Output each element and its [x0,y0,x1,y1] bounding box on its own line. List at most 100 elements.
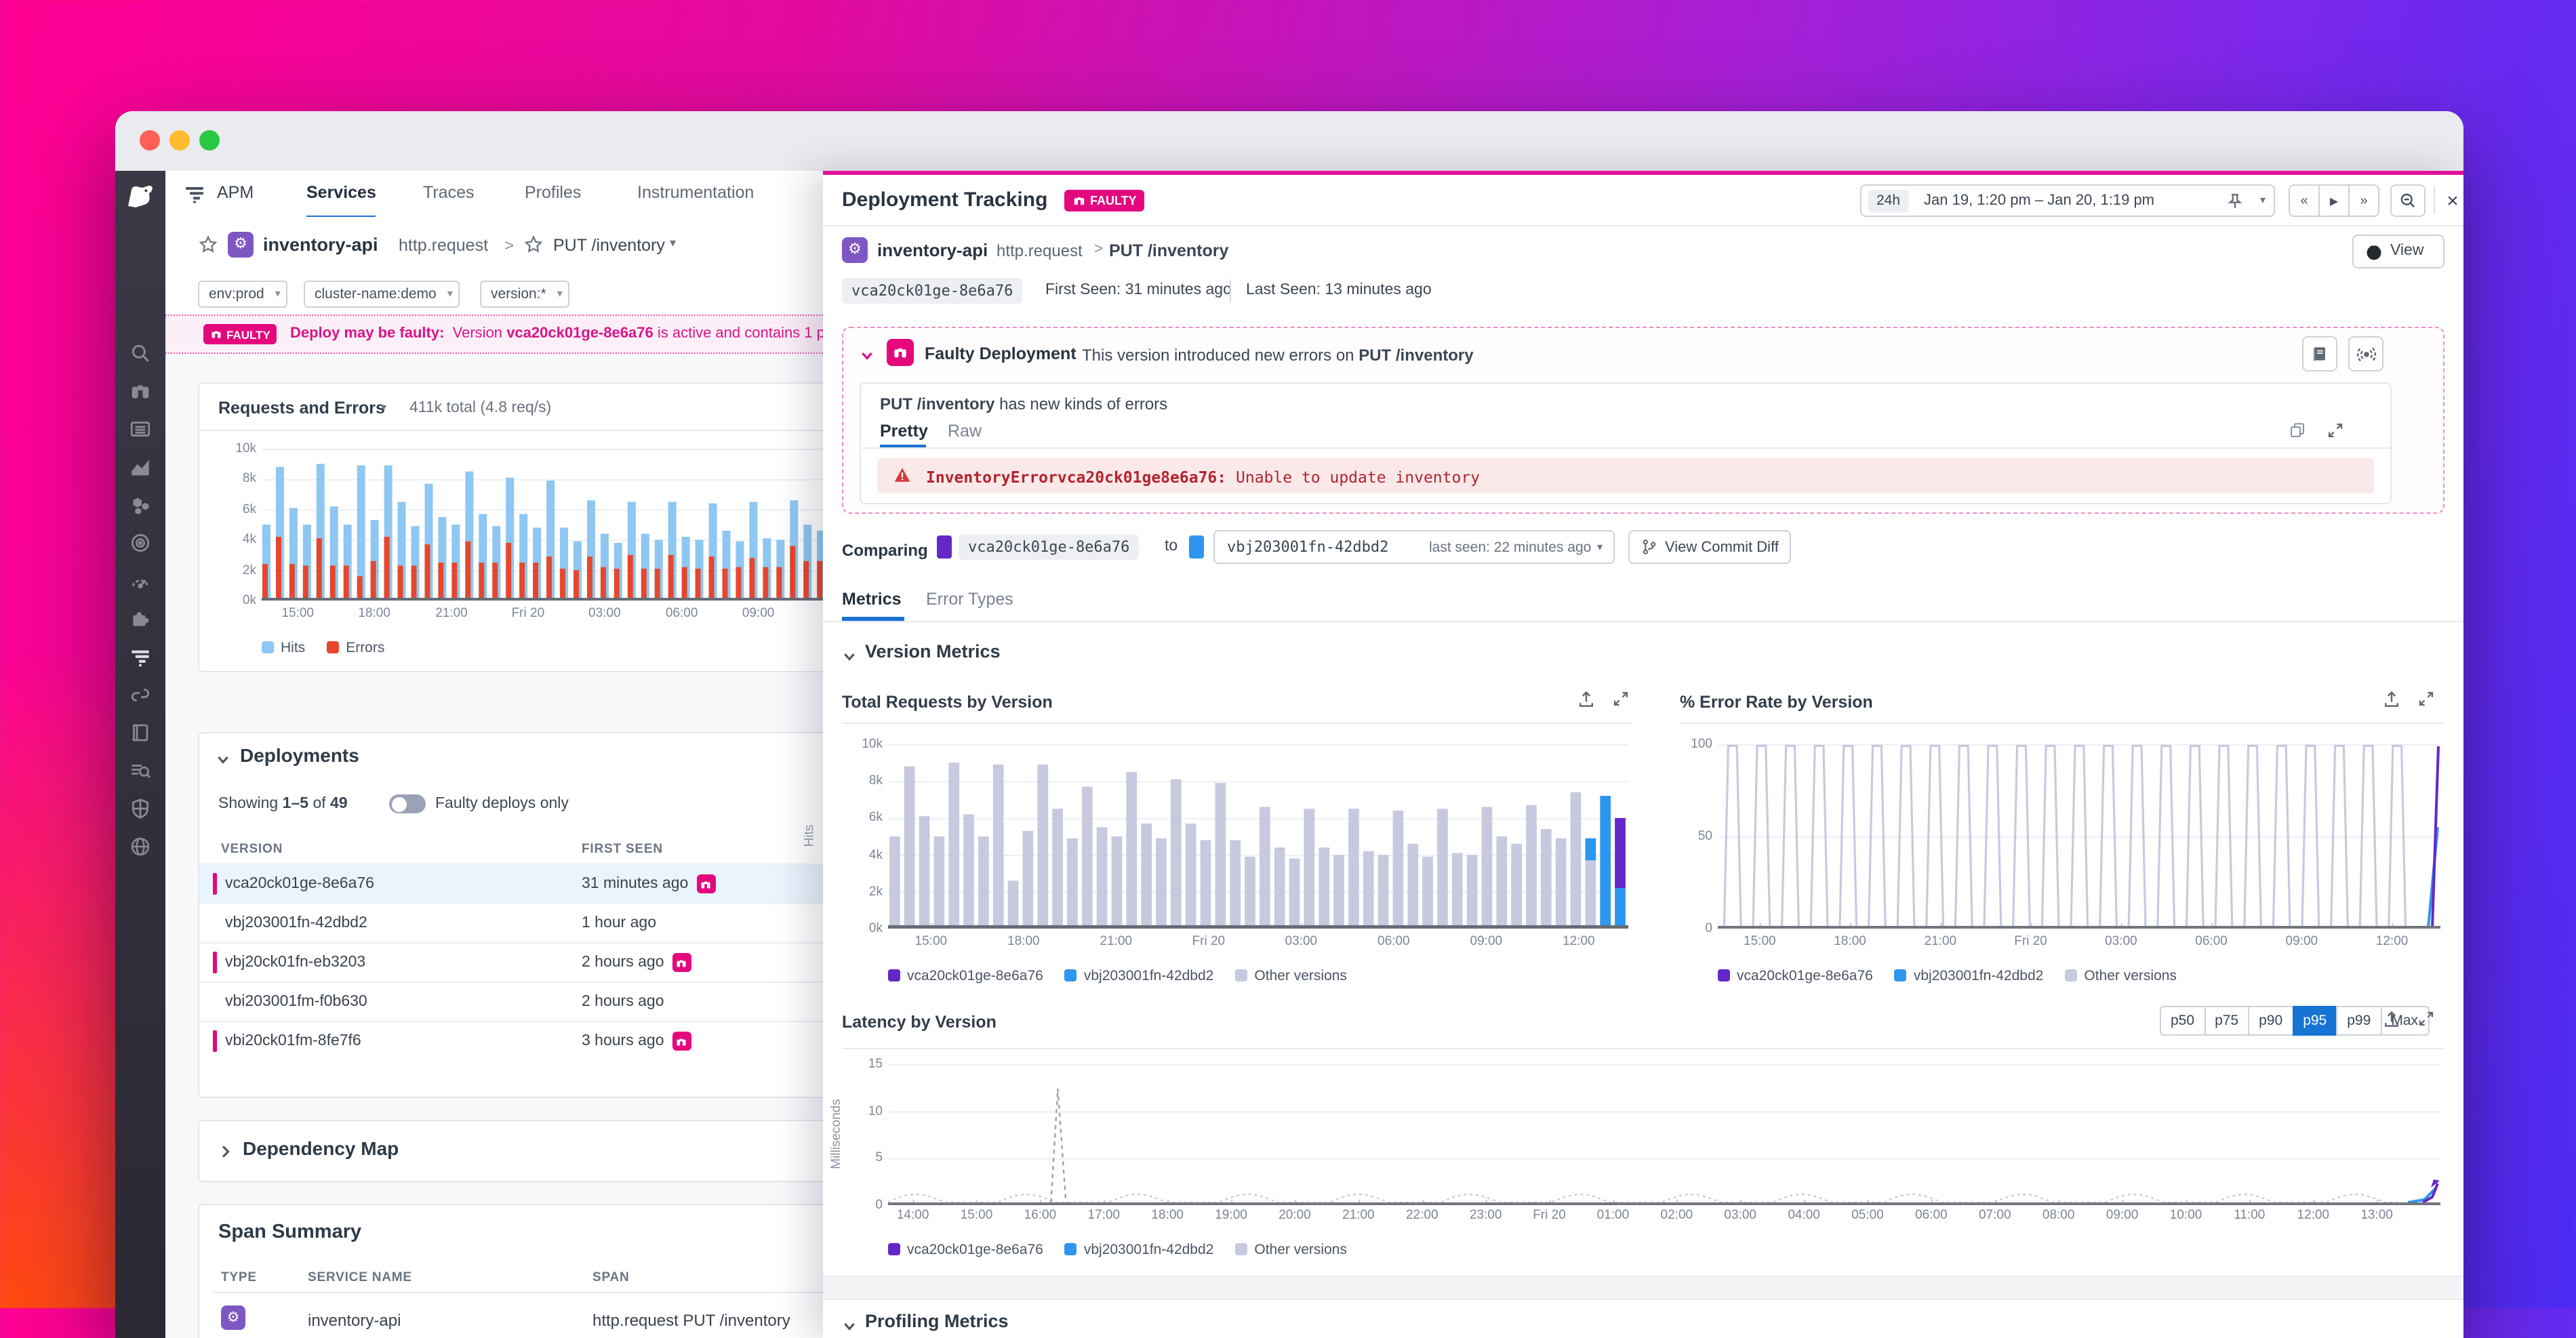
tab-error-types[interactable]: Error Types [926,590,1013,609]
export-icon[interactable] [1577,690,1596,709]
favorite-star-icon[interactable] [523,235,544,262]
deployment-row[interactable]: vbj20ck01fn-eb3203 2 hours ago [199,942,903,981]
tab-services[interactable]: Services [306,171,376,220]
filter-cluster[interactable]: cluster-name:demo [304,281,460,308]
search-icon[interactable] [129,342,152,365]
error-message: InventoryErrorvca20ck01ge8e6a76: Unable … [926,467,1481,486]
export-icon[interactable] [2382,690,2401,709]
broadcast-icon[interactable] [2348,336,2383,371]
percentile-p99[interactable]: p99 [2336,1006,2382,1036]
requests-errors-plot[interactable] [262,449,884,601]
close-panel-icon[interactable]: × [2447,189,2459,212]
time-back-button[interactable]: « [2289,184,2320,217]
tab-instrumentation[interactable]: Instrumentation [637,183,754,202]
legend-item[interactable]: Other versions [2065,967,2177,984]
legend-item[interactable]: Hits [262,639,305,655]
percentile-p90[interactable]: p90 [2248,1006,2294,1036]
tab-raw[interactable]: Raw [948,422,982,441]
legend-item[interactable]: Errors [327,639,384,655]
time-range-picker[interactable]: 24h Jan 19, 1:20 pm – Jan 20, 1:19 pm ▾ [1860,184,2275,217]
total-requests-plot[interactable] [888,744,1628,929]
chevron-down-icon[interactable]: ▾ [670,236,677,249]
time-play-button[interactable]: ▶ [2318,184,2350,217]
legend-item[interactable]: Other versions [1235,1241,1347,1257]
favorite-star-icon[interactable] [198,235,218,262]
panel-service[interactable]: inventory-api [877,240,988,260]
percentile-p50[interactable]: p50 [2160,1006,2206,1036]
chevron-down-icon[interactable]: ▾ [2259,194,2266,206]
view-commit-button[interactable]: View [2352,235,2444,268]
pin-icon[interactable] [2226,192,2244,217]
apm-icon[interactable] [129,645,152,668]
legend-item[interactable]: vbj203001fn-42dbd2 [1064,967,1213,984]
legend-item[interactable]: vca20ck01ge-8e6a76 [888,967,1043,984]
latency-plot[interactable] [887,1064,2440,1205]
tab-metrics[interactable]: Metrics [842,590,902,609]
panel-operation[interactable]: http.request [997,241,1083,260]
log-search-icon[interactable] [129,759,152,782]
breadcrumb-service[interactable]: inventory-api [263,235,378,255]
breadcrumb-resource[interactable]: PUT /inventory [553,236,665,255]
tab-pretty[interactable]: Pretty [880,422,928,441]
service-map-icon[interactable] [129,683,152,706]
panel-resource[interactable]: PUT /inventory [1109,241,1229,260]
error-message-strip[interactable]: InventoryErrorvca20ck01ge8e6a76: Unable … [877,458,2374,493]
runbook-icon[interactable] [2302,336,2337,371]
compare-version-select[interactable]: vbj203001fn-42dbd2 last seen: 22 minutes… [1213,530,1615,564]
span-name[interactable]: http.request PUT /inventory [592,1311,790,1330]
filter-version[interactable]: version:* [480,281,569,308]
close-window-button[interactable] [140,130,160,150]
legend-item[interactable]: vbj203001fn-42dbd2 [1064,1241,1213,1257]
faulty-only-toggle[interactable] [389,794,426,813]
copy-icon[interactable] [2289,422,2306,439]
datadog-logo[interactable] [123,180,157,213]
integrations-icon[interactable] [129,607,152,630]
synthetics-icon[interactable] [129,569,152,592]
network-icon[interactable] [129,835,152,858]
deployment-row[interactable]: vbi203001fm-f0b630 2 hours ago [199,981,903,1021]
version-chip[interactable]: vca20ck01ge-8e6a76 [842,278,1023,304]
maximize-window-button[interactable] [199,130,220,150]
expand-icon[interactable] [2327,422,2344,439]
error-rate-plot[interactable] [1718,744,2440,929]
expand-icon[interactable] [2417,690,2435,708]
infrastructure-icon[interactable] [129,493,152,516]
chevron-down-icon[interactable]: ▾ [381,401,387,413]
chevron-down-icon[interactable] [842,1316,857,1338]
chevron-right-icon[interactable] [218,1141,233,1166]
deployment-row[interactable]: vbj203001fn-42dbd2 1 hour ago [199,903,903,942]
time-forward-button[interactable]: » [2348,184,2379,217]
deployment-row[interactable]: vca20ck01ge-8e6a76 31 minutes ago [199,864,903,903]
chevron-down-icon[interactable] [216,750,230,774]
expand-icon[interactable] [2417,1010,2435,1028]
legend-item[interactable]: vbj203001fn-42dbd2 [1894,967,2043,984]
legend-item[interactable]: vca20ck01ge-8e6a76 [888,1241,1043,1257]
filter-env[interactable]: env:prod [198,281,287,308]
breadcrumb-operation[interactable]: http.request [399,236,489,255]
chevron-down-icon[interactable] [842,647,857,671]
legend-item[interactable]: Other versions [1235,967,1347,984]
expand-icon[interactable] [1612,690,1630,708]
view-commit-diff-button[interactable]: View Commit Diff [1628,530,1791,564]
watchdog-icon[interactable] [129,380,152,403]
span-service[interactable]: inventory-api [308,1311,401,1330]
time-preset[interactable]: 24h [1868,190,1909,213]
zoom-out-icon[interactable] [2390,184,2426,217]
deployment-row[interactable]: vbi20ck01fm-8fe7f6 3 hours ago [199,1021,903,1060]
legend-item[interactable]: vca20ck01ge-8e6a76 [1718,967,1873,984]
dependency-map-card[interactable]: Dependency Map [198,1120,904,1182]
dashboards-icon[interactable] [129,418,152,441]
tab-profiles[interactable]: Profiles [525,183,582,202]
export-icon[interactable] [2382,1010,2401,1029]
chevron-down-icon[interactable] [860,346,874,370]
x-tick: 05:00 [1851,1208,1884,1223]
monitors-icon[interactable] [129,531,152,554]
notebooks-icon[interactable] [129,721,152,744]
percentile-p75[interactable]: p75 [2204,1006,2250,1036]
percentile-p95[interactable]: p95 [2292,1006,2338,1036]
version1-chip[interactable]: vca20ck01ge-8e6a76 [959,534,1140,560]
metrics-icon[interactable] [129,455,152,479]
security-icon[interactable] [129,797,152,820]
tab-traces[interactable]: Traces [423,183,475,202]
minimize-window-button[interactable] [169,130,190,150]
